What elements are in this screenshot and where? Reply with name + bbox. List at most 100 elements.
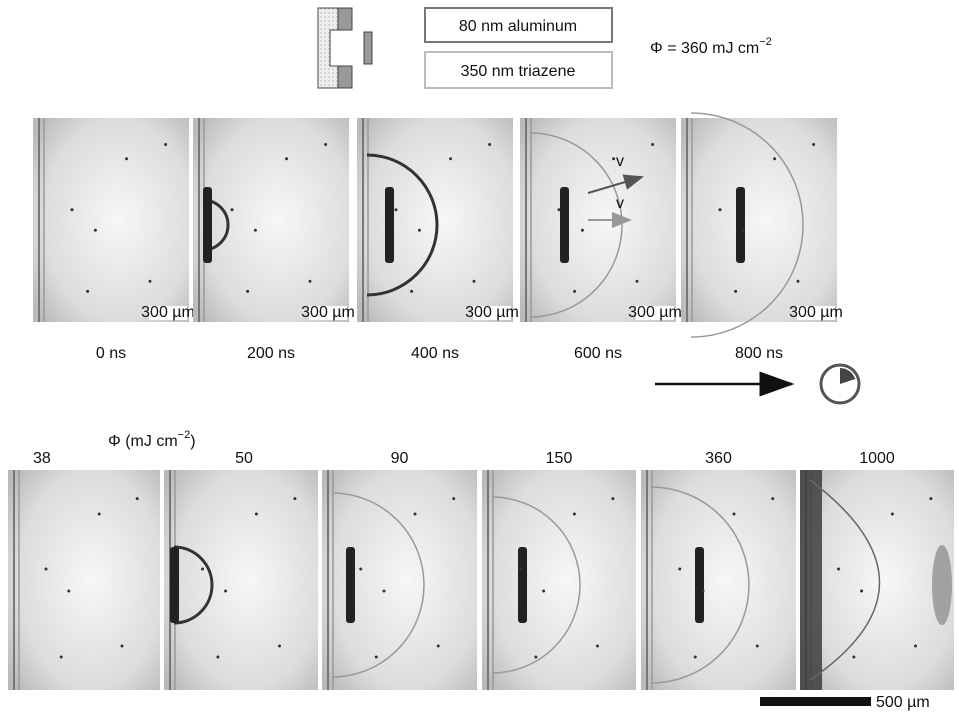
- speck: [771, 497, 774, 500]
- speck: [558, 208, 561, 211]
- frame-label: 360: [705, 450, 732, 467]
- frames: 300 µm 0 ns 300 µm 200 ns 300 µm 400 ns 300 µm…: [8, 113, 954, 690]
- speck: [60, 656, 63, 659]
- fluence-label: Φ = 360 mJ cm−2: [650, 36, 772, 57]
- speck: [125, 157, 128, 160]
- axis-close: ): [190, 433, 195, 450]
- scale-label: 300 µm: [628, 304, 682, 321]
- speck: [98, 513, 101, 516]
- speck: [293, 497, 296, 500]
- speck: [285, 157, 288, 160]
- photo: [322, 470, 477, 690]
- speck: [733, 513, 736, 516]
- speck: [860, 590, 863, 593]
- speck: [452, 497, 455, 500]
- speck: [694, 656, 697, 659]
- scale-label: 300 µm: [789, 304, 843, 321]
- speck: [164, 143, 167, 146]
- speck: [67, 590, 70, 593]
- fluence-text: Φ = 360 mJ cm: [650, 40, 759, 57]
- speck: [519, 568, 522, 571]
- photo: [8, 470, 160, 690]
- speck: [611, 497, 614, 500]
- speck: [734, 290, 737, 293]
- speck: [542, 590, 545, 593]
- axis-label: Φ (mJ cm−2): [108, 429, 196, 450]
- frame-label: 400 ns: [411, 345, 459, 362]
- speck: [278, 645, 281, 648]
- speck: [324, 143, 327, 146]
- scale-label: 300 µm: [465, 304, 519, 321]
- speck: [231, 208, 234, 211]
- speck: [216, 656, 219, 659]
- speck: [121, 645, 124, 648]
- clock-icon: [821, 365, 859, 403]
- photo: [681, 118, 837, 322]
- scale-label: 300 µm: [141, 304, 195, 321]
- photo: [357, 118, 513, 322]
- speck: [573, 290, 576, 293]
- flyer: [695, 547, 704, 623]
- speck: [852, 656, 855, 659]
- flyer: [346, 547, 355, 623]
- flyer: [203, 187, 212, 263]
- layer-label: 350 nm triazene: [461, 63, 576, 80]
- speck: [224, 590, 227, 593]
- speck: [636, 280, 639, 283]
- speck: [255, 513, 258, 516]
- speck: [45, 568, 48, 571]
- flyer: [170, 547, 179, 623]
- speck: [678, 568, 681, 571]
- speck: [136, 497, 139, 500]
- speck: [773, 157, 776, 160]
- velocity-label: v: [616, 195, 624, 212]
- speck: [702, 590, 705, 593]
- frame-label: 0 ns: [96, 345, 126, 362]
- speck: [581, 229, 584, 232]
- frame-label: 200 ns: [247, 345, 295, 362]
- speck: [359, 568, 362, 571]
- frame-label: 800 ns: [735, 345, 783, 362]
- speck: [410, 290, 413, 293]
- photo: [482, 470, 636, 690]
- speck: [929, 497, 932, 500]
- frame-label: 1000: [859, 450, 895, 467]
- speck: [573, 513, 576, 516]
- speck: [756, 645, 759, 648]
- dark-edge: [800, 470, 822, 690]
- speck: [383, 590, 386, 593]
- flyer: [736, 187, 745, 263]
- speck: [891, 513, 894, 516]
- axis-text: Φ (mJ cm: [108, 433, 178, 450]
- scale-bar: [760, 697, 871, 706]
- speck: [414, 513, 417, 516]
- speck: [418, 229, 421, 232]
- speck: [742, 229, 745, 232]
- scale-label: 300 µm: [301, 304, 355, 321]
- speck: [473, 280, 476, 283]
- axis-exponent: −2: [178, 429, 191, 441]
- frame-label: 38: [33, 450, 51, 467]
- speck: [437, 645, 440, 648]
- speck: [797, 280, 800, 283]
- speck: [201, 568, 204, 571]
- speck: [254, 229, 257, 232]
- speck: [719, 208, 722, 211]
- frame-label: 90: [391, 450, 409, 467]
- flyer: [560, 187, 569, 263]
- speck: [596, 645, 599, 648]
- layer-label: 80 nm aluminum: [459, 18, 577, 35]
- speck: [375, 656, 378, 659]
- speck: [612, 157, 615, 160]
- flyer: [385, 187, 394, 263]
- speck: [246, 290, 249, 293]
- fluence-exponent: −2: [759, 36, 772, 48]
- speck: [837, 568, 840, 571]
- speck: [449, 157, 452, 160]
- scale-bar-label: 500 µm: [876, 694, 930, 711]
- debris: [932, 545, 952, 625]
- speck: [534, 656, 537, 659]
- frame-label: 600 ns: [574, 345, 622, 362]
- photo: [193, 118, 349, 322]
- speck: [651, 143, 654, 146]
